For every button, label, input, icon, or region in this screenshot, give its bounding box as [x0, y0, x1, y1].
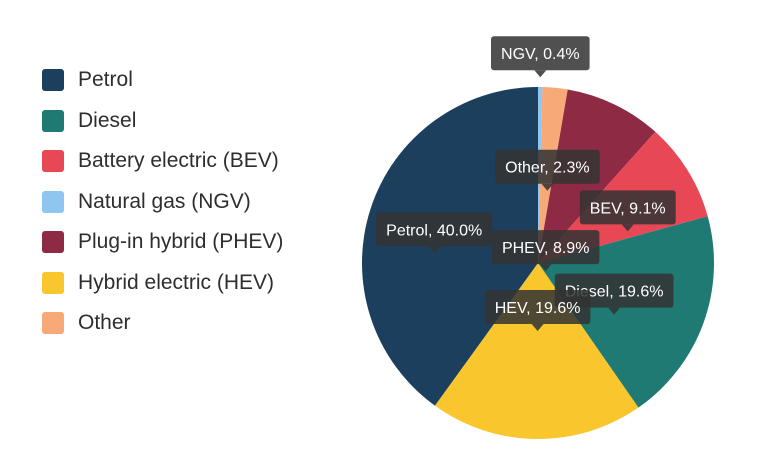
legend-label: Plug-in hybrid (PHEV): [78, 230, 284, 254]
slice-label-pointer: [621, 224, 634, 232]
slice-label-pointer: [608, 307, 621, 315]
pie-slice-hybrid-electric-hev[interactable]: [434, 263, 639, 440]
legend-swatch: [42, 231, 64, 254]
legend-label: Petrol: [78, 68, 133, 92]
slice-label-natural-gas-ngv: NGV, 0.4%: [501, 46, 580, 63]
slice-label-battery-electric-bev: BEV, 9.1%: [590, 200, 666, 217]
slice-label-box: [495, 149, 600, 184]
legend-swatch: [42, 109, 64, 132]
slice-label-pointer: [539, 264, 552, 272]
slice-label-petrol: Petrol, 40.0%: [386, 222, 482, 239]
legend-label: Battery electric (BEV): [78, 149, 279, 173]
legend-swatch: [42, 69, 64, 92]
legend-label: Diesel: [78, 108, 137, 132]
legend-item-natural-gas-ngv[interactable]: Natural gas (NGV): [42, 182, 283, 223]
legend-label: Natural gas (NGV): [78, 189, 251, 213]
slice-label-pointer: [541, 183, 554, 191]
legend-item-diesel[interactable]: Diesel: [42, 101, 283, 142]
slice-label-plug-in-hybrid-phev: PHEV, 8.9%: [502, 240, 589, 257]
legend-item-hybrid-electric-hev[interactable]: Hybrid electric (HEV): [42, 263, 283, 304]
legend-swatch: [42, 190, 64, 213]
slice-label-other: Other, 2.3%: [505, 160, 590, 177]
legend-item-other[interactable]: Other: [42, 303, 283, 344]
legend-swatch: [42, 312, 64, 335]
slice-label-box: [376, 212, 493, 247]
slice-label-box: [579, 190, 676, 225]
legend-swatch: [42, 150, 64, 173]
slice-labels: NGV, 0.4%Other, 2.3%PHEV, 8.9%BEV, 9.1%D…: [376, 36, 676, 331]
chart-legend: Petrol Diesel Battery electric (BEV) Natura…: [42, 60, 283, 344]
slice-label-hybrid-electric-hev: HEV, 19.6%: [495, 300, 581, 317]
legend-label: Hybrid electric (HEV): [78, 270, 275, 294]
slice-label-box: [484, 290, 591, 324]
legend-item-plug-in-hybrid-phev[interactable]: Plug-in hybrid (PHEV): [42, 222, 283, 263]
slice-label-pointer: [531, 324, 544, 331]
slice-label-pointer: [534, 70, 547, 78]
legend-item-petrol[interactable]: Petrol: [42, 60, 283, 101]
legend-label: Other: [78, 311, 131, 335]
legend-swatch: [42, 271, 64, 294]
slice-label-box: [491, 36, 590, 71]
legend-item-battery-electric-bev[interactable]: Battery electric (BEV): [42, 141, 283, 182]
slice-label-pointer: [428, 246, 441, 254]
slice-label-box: [491, 230, 600, 265]
